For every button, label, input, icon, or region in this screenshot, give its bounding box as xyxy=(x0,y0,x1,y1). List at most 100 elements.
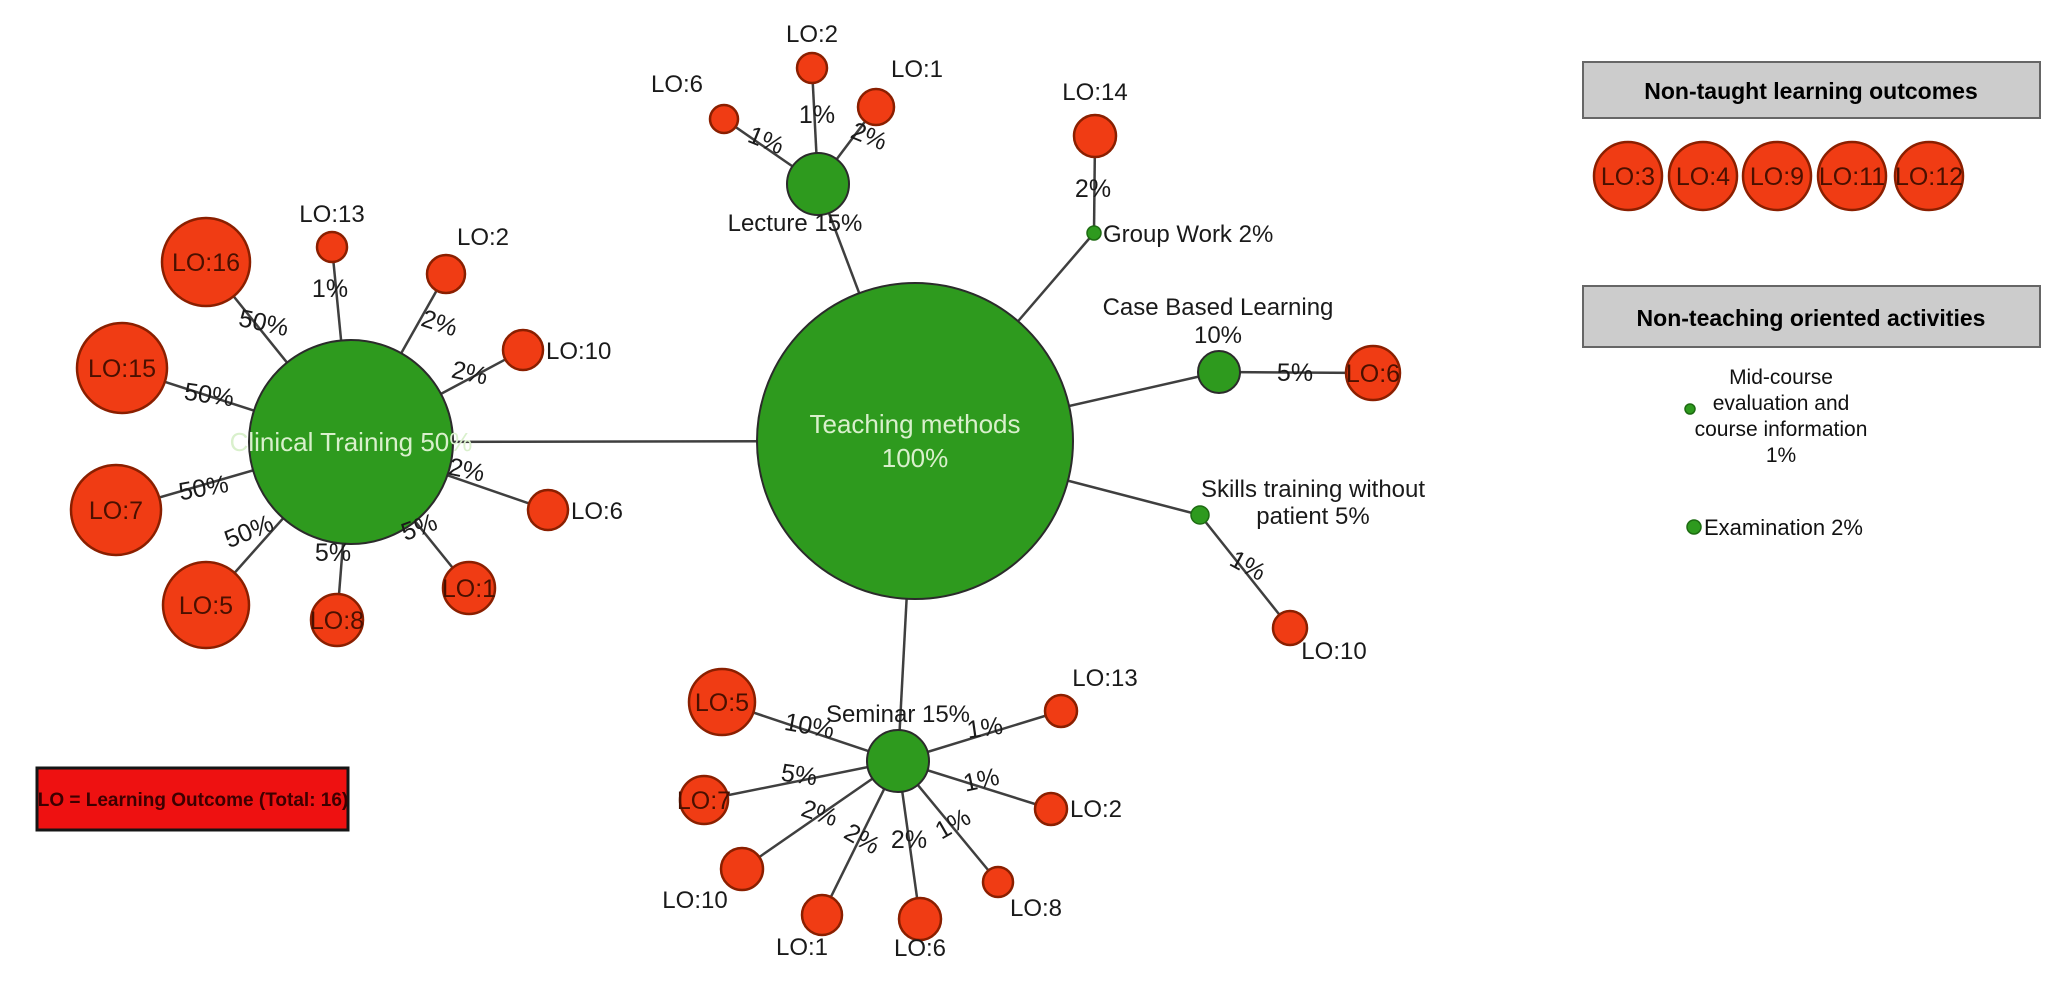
edge-pct-label: 50% xyxy=(221,509,278,554)
edge-seminar-lo7 xyxy=(703,759,899,802)
lo-label: LO:10 xyxy=(662,887,727,914)
non-taught-title-box xyxy=(1582,61,2041,119)
satellite-seminar-lo10 xyxy=(719,846,765,892)
lo-label-in-circle: LO:7 xyxy=(89,497,143,525)
satellite-clinical-lo15 xyxy=(75,321,169,415)
lo-label-in-circle: LO:5 xyxy=(179,592,233,620)
lo-label: LO:6 xyxy=(571,498,623,525)
lo-label: LO:1 xyxy=(891,56,943,83)
lo-label: LO:8 xyxy=(1010,895,1062,922)
lo-label-in-circle: LO:1 xyxy=(442,575,496,603)
lo-label-in-circle: LO:7 xyxy=(677,787,731,815)
teaching-methods-label-line1: Teaching methods xyxy=(809,409,1020,439)
edge-pct-label: 1% xyxy=(1225,545,1270,587)
satellite-clinical-lo7 xyxy=(69,463,163,557)
edge-pct-label: 50% xyxy=(182,378,235,413)
lo-label: LO:2 xyxy=(786,21,838,48)
non-taught-circle xyxy=(1741,140,1813,212)
nodes xyxy=(69,51,1402,942)
edge-pct-label: 50% xyxy=(236,304,291,342)
satellite-skills-lo10 xyxy=(1271,609,1309,647)
satellite-clinical-lo10 xyxy=(501,328,545,372)
lo-label-in-circle: LO:9 xyxy=(1750,163,1804,191)
group-work-label: Group Work 2% xyxy=(1103,221,1273,248)
satellite-lecture-lo2 xyxy=(795,51,829,85)
node-clinical-training xyxy=(248,339,454,545)
satellite-clinical-lo16 xyxy=(160,216,252,308)
examination-label: Examination 2% xyxy=(1704,515,1863,540)
non-taught-title: Non-taught learning outcomes xyxy=(1644,78,1978,104)
edge-pct-label: 1% xyxy=(312,275,348,303)
satellite-seminar-lo2 xyxy=(1033,791,1069,827)
legend-box xyxy=(35,766,350,832)
node-labels: Teaching methods 100% Clinical Training … xyxy=(88,21,1425,962)
mid-course-label-line1: Mid-course xyxy=(1729,366,1833,389)
non-teaching-title-box xyxy=(1582,285,2041,348)
satellite-seminar-lo5 xyxy=(687,667,757,737)
legend: LO = Learning Outcome (Total: 16) xyxy=(35,766,350,832)
edge-pct-label: 50% xyxy=(177,470,231,506)
edge-pct-label: 2% xyxy=(418,304,461,342)
skills-training-label-line1: Skills training without xyxy=(1201,476,1425,503)
satellite-groupwork-lo14 xyxy=(1072,113,1118,159)
node-seminar xyxy=(866,729,930,793)
lo-label: LO:2 xyxy=(457,224,509,251)
lo-label-in-circle: LO:3 xyxy=(1601,163,1655,191)
panel-non-teaching: Non-teaching oriented activities Mid-cou… xyxy=(1582,285,2041,540)
lo-label-in-circle: LO:15 xyxy=(88,355,156,383)
lecture-label: Lecture 15% xyxy=(728,210,863,237)
mid-course-label-line3: course information xyxy=(1695,418,1868,441)
lo-label: LO:13 xyxy=(1072,665,1137,692)
satellite-seminar-lo8 xyxy=(981,865,1015,899)
seminar-label: Seminar 15% xyxy=(826,701,970,728)
teaching-methods-label-line2: 100% xyxy=(882,443,949,473)
satellite-seminar-lo1 xyxy=(800,893,844,937)
non-teaching-title: Non-teaching oriented activities xyxy=(1637,305,1986,331)
edge-pct-label: 2% xyxy=(839,818,884,860)
non-taught-circle xyxy=(1893,140,1965,212)
lo-label-in-circle: LO:11 xyxy=(1819,163,1885,191)
lo-label: LO:13 xyxy=(299,201,364,228)
edge-pct-label: 5% xyxy=(1277,359,1313,387)
panel-non-taught: Non-taught learning outcomes LO:3 LO:4 L… xyxy=(1582,61,2041,212)
edge-pct-label: 5% xyxy=(315,539,351,567)
edge-pct-label: 1% xyxy=(799,101,835,129)
case-based-label-line2: 10% xyxy=(1194,322,1242,349)
lo-label: LO:10 xyxy=(1301,638,1366,665)
satellite-lecture-lo6 xyxy=(708,103,740,135)
satellite-seminar-lo6 xyxy=(897,896,943,942)
node-group-work-dot xyxy=(1086,225,1102,241)
edge-skills-lo10 xyxy=(1199,514,1291,629)
satellite-clinical-lo2 xyxy=(425,253,467,295)
mid-course-dot xyxy=(1684,403,1696,415)
non-taught-circle xyxy=(1667,140,1739,212)
non-taught-circle xyxy=(1592,140,1664,212)
edge-pct-label: 5% xyxy=(779,759,819,792)
lo-label-in-circle: LO:8 xyxy=(310,607,364,635)
edge-pct-label: 1% xyxy=(965,712,1005,745)
satellite-casebased-lo6 xyxy=(1344,344,1402,402)
clinical-training-label: Clinical Training 50% xyxy=(230,427,473,457)
edge-pct-label: 2% xyxy=(891,826,927,854)
satellite-clinical-lo13 xyxy=(315,230,349,264)
node-teaching-methods xyxy=(756,282,1074,600)
mid-course-label-line2: evaluation and xyxy=(1713,392,1850,415)
lo-label: LO:2 xyxy=(1070,796,1122,823)
lo-label-in-circle: LO:4 xyxy=(1676,163,1730,191)
satellite-clinical-lo5 xyxy=(161,560,251,650)
satellite-clinical-lo6 xyxy=(526,488,570,532)
lo-label: LO:6 xyxy=(894,935,946,962)
node-lecture xyxy=(786,152,850,216)
lo-label: LO:6 xyxy=(651,71,703,98)
case-based-label-line1: Case Based Learning xyxy=(1103,294,1334,321)
non-taught-circle xyxy=(1816,140,1888,212)
lo-label: LO:14 xyxy=(1062,79,1127,106)
satellite-clinical-lo1 xyxy=(441,560,497,616)
lo-label-in-circle: LO:5 xyxy=(695,689,749,717)
lo-label-in-circle: LO:16 xyxy=(172,249,240,277)
satellite-clinical-lo8 xyxy=(309,592,365,648)
satellite-seminar-lo7 xyxy=(678,774,730,826)
edge-pct-label: 2% xyxy=(446,453,487,488)
lo-label: LO:10 xyxy=(546,338,611,365)
